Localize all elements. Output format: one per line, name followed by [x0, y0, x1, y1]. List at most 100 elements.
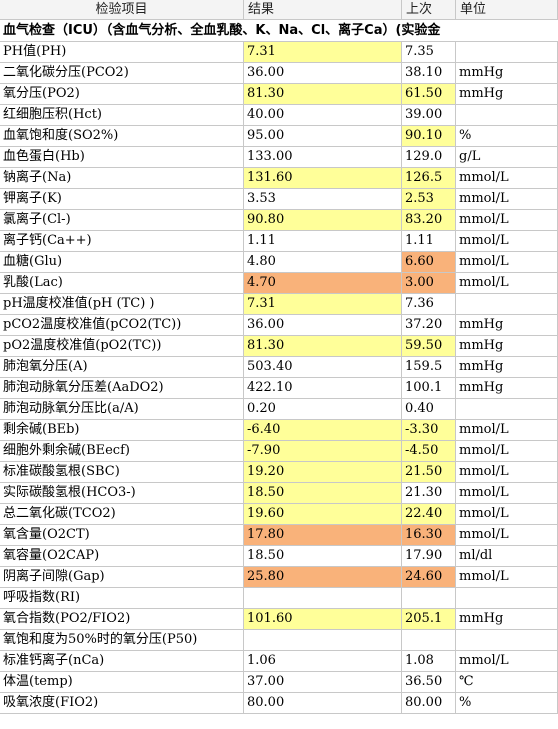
unit-cell: mmol/L [456, 231, 558, 251]
last-result-cell: 17.90 [402, 546, 456, 566]
table-row[interactable]: 二氧化碳分压(PCO2) 36.00 38.10 mmHg [0, 63, 558, 84]
item-name-cell: 血色蛋白(Hb) [0, 147, 244, 167]
unit-cell: mmol/L [456, 420, 558, 440]
result-cell: 1.06 [244, 651, 402, 671]
result-rows: PH值(PH) 7.31 7.35 二氧化碳分压(PCO2) 36.00 38.10 mmH… [0, 42, 558, 714]
table-row[interactable]: 氧饱和度为50%时的氧分压(P50) [0, 630, 558, 651]
unit-cell: mmol/L [456, 189, 558, 209]
item-name-cell: 实际碳酸氢根(HCO3-) [0, 483, 244, 503]
item-name-cell: 体温(temp) [0, 672, 244, 692]
result-cell: 18.50 [244, 546, 402, 566]
table-row[interactable]: 吸氧浓度(FIO2) 80.00 80.00% [0, 693, 558, 714]
table-row[interactable]: 血氧饱和度(SO2%) 95.00 90.10% [0, 126, 558, 147]
table-row[interactable]: pO2温度校准值(pO2(TC)) 81.30 59.50 mmHg [0, 336, 558, 357]
last-result-cell: 80.00 [402, 693, 456, 713]
result-cell: 4.70 [244, 273, 402, 293]
unit-cell: mmol/L [456, 483, 558, 503]
item-name-cell: 标准碳酸氢根(SBC) [0, 462, 244, 482]
table-row[interactable]: 标准碳酸氢根(SBC) 19.20 21.50 mmol/L [0, 462, 558, 483]
unit-cell: % [456, 126, 558, 146]
table-row[interactable]: pCO2温度校准值(pCO2(TC)) 36.00 37.20 mmHg [0, 315, 558, 336]
result-cell [244, 588, 402, 608]
last-result-cell: 129.0 [402, 147, 456, 167]
table-row[interactable]: 肺泡氧分压(A) 503.40 159.5 mmHg [0, 357, 558, 378]
result-cell: 36.00 [244, 63, 402, 83]
table-row[interactable]: 阴离子间隙(Gap) 25.80 24.60 mmol/L [0, 567, 558, 588]
table-row[interactable]: 红细胞压积(Hct) 40.00 39.00 [0, 105, 558, 126]
last-result-cell: 90.10 [402, 126, 456, 146]
group-title-row[interactable]: 血气检查（ICU）（含血气分析、全血乳酸、K、Na、Cl、离子Ca）(实验金 [0, 20, 558, 42]
table-row[interactable]: 氧合指数(PO2/FIO2) 101.60 205.1 mmHg [0, 609, 558, 630]
item-name-cell: 氧含量(O2CT) [0, 525, 244, 545]
item-name-cell: 氧合指数(PO2/FIO2) [0, 609, 244, 629]
table-row[interactable]: pH温度校准值(pH (TC) ) 7.31 7.36 [0, 294, 558, 315]
item-name-cell: 氯离子(Cl-) [0, 210, 244, 230]
lab-results-grid: 检验项目 结果 上次 单位 血气检查（ICU）（含血气分析、全血乳酸、K、Na、… [0, 0, 558, 714]
last-result-cell [402, 630, 456, 650]
table-row[interactable]: 剩余碱(BEb) -6.40 -3.30 mmol/L [0, 420, 558, 441]
last-result-cell [402, 588, 456, 608]
last-result-cell: -3.30 [402, 420, 456, 440]
unit-cell: mmol/L [456, 252, 558, 272]
item-name-cell: 乳酸(Lac) [0, 273, 244, 293]
item-name-cell: 肺泡动脉氧分压比(a/A) [0, 399, 244, 419]
item-name-cell: 肺泡氧分压(A) [0, 357, 244, 377]
table-row[interactable]: 氧含量(O2CT) 17.80 16.30 mmol/L [0, 525, 558, 546]
item-name-cell: 吸氧浓度(FIO2) [0, 693, 244, 713]
unit-cell: g/L [456, 147, 558, 167]
unit-cell [456, 42, 558, 62]
unit-cell: mmol/L [456, 462, 558, 482]
table-row[interactable]: 乳酸(Lac) 4.70 3.00 mmol/L [0, 273, 558, 294]
result-cell: 101.60 [244, 609, 402, 629]
unit-cell: mmol/L [456, 168, 558, 188]
unit-cell: mmol/L [456, 525, 558, 545]
column-header-unit[interactable]: 单位 [456, 0, 558, 19]
last-result-cell: 83.20 [402, 210, 456, 230]
unit-cell: mmol/L [456, 210, 558, 230]
unit-cell: mmHg [456, 63, 558, 83]
unit-cell: mmHg [456, 84, 558, 104]
table-row[interactable]: 实际碳酸氢根(HCO3-) 18.50 21.30 mmol/L [0, 483, 558, 504]
result-cell: 19.60 [244, 504, 402, 524]
table-row[interactable]: 钠离子(Na) 131.60 126.5 mmol/L [0, 168, 558, 189]
last-result-cell: 38.10 [402, 63, 456, 83]
item-name-cell: 钠离子(Na) [0, 168, 244, 188]
item-name-cell: 标准钙离子(nCa) [0, 651, 244, 671]
table-row[interactable]: 血色蛋白(Hb) 133.00 129.0 g/L [0, 147, 558, 168]
unit-cell: ℃ [456, 672, 558, 692]
result-cell: 131.60 [244, 168, 402, 188]
item-name-cell: 红细胞压积(Hct) [0, 105, 244, 125]
result-cell: 19.20 [244, 462, 402, 482]
table-row[interactable]: 体温(temp) 37.00 36.50 ℃ [0, 672, 558, 693]
last-result-cell: 36.50 [402, 672, 456, 692]
table-row[interactable]: 氯离子(Cl-) 90.80 83.20 mmol/L [0, 210, 558, 231]
last-result-cell: -4.50 [402, 441, 456, 461]
column-header-last[interactable]: 上次 [402, 0, 456, 19]
table-row[interactable]: 氧分压(PO2) 81.30 61.50 mmHg [0, 84, 558, 105]
result-cell: 4.80 [244, 252, 402, 272]
table-row[interactable]: 肺泡动脉氧分压比(a/A) 0.20 0.40 [0, 399, 558, 420]
item-name-cell: 呼吸指数(RI) [0, 588, 244, 608]
table-row[interactable]: 钾离子(K) 3.53 2.53 mmol/L [0, 189, 558, 210]
item-name-cell: 肺泡动脉氧分压差(AaDO2) [0, 378, 244, 398]
last-result-cell: 21.30 [402, 483, 456, 503]
column-header-item[interactable]: 检验项目 [0, 0, 244, 19]
unit-cell: mmol/L [456, 567, 558, 587]
unit-cell: mmol/L [456, 441, 558, 461]
result-cell: 7.31 [244, 42, 402, 62]
table-row[interactable]: 总二氧化碳(TCO2) 19.60 22.40 mmol/L [0, 504, 558, 525]
result-cell: 3.53 [244, 189, 402, 209]
table-row[interactable]: 标准钙离子(nCa) 1.06 1.08 mmol/L [0, 651, 558, 672]
column-header-result[interactable]: 结果 [244, 0, 402, 19]
table-row[interactable]: 氧容量(O2CAP) 18.50 17.90 ml/dl [0, 546, 558, 567]
last-result-cell: 16.30 [402, 525, 456, 545]
unit-cell [456, 588, 558, 608]
table-row[interactable]: 细胞外剩余碱(BEecf) -7.90 -4.50 mmol/L [0, 441, 558, 462]
item-name-cell: 氧饱和度为50%时的氧分压(P50) [0, 630, 244, 650]
table-row[interactable]: PH值(PH) 7.31 7.35 [0, 42, 558, 63]
table-row[interactable]: 离子钙(Ca++) 1.11 1.11 mmol/L [0, 231, 558, 252]
last-result-cell: 59.50 [402, 336, 456, 356]
table-row[interactable]: 呼吸指数(RI) [0, 588, 558, 609]
table-row[interactable]: 肺泡动脉氧分压差(AaDO2) 422.10 100.1 mmHg [0, 378, 558, 399]
table-row[interactable]: 血糖(Glu) 4.80 6.60 mmol/L [0, 252, 558, 273]
